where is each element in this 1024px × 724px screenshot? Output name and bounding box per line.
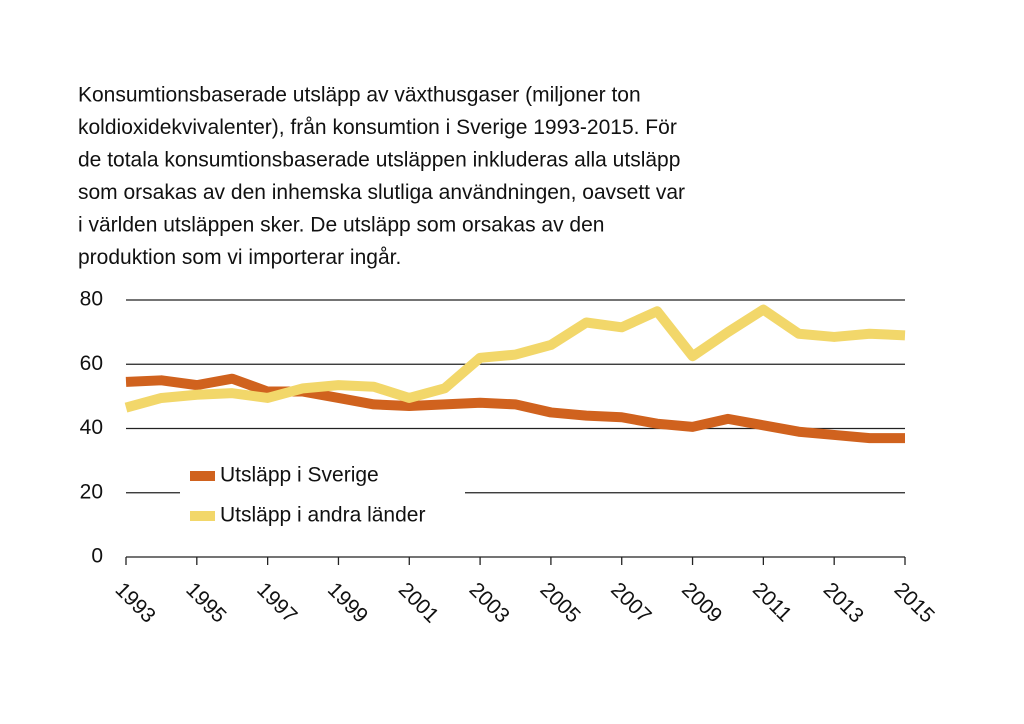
legend-box [180, 455, 465, 535]
series-line [125, 373, 905, 444]
y-tick-label: 60 [80, 352, 103, 375]
chart-title: Konsumtionsbaserade utsläpp av växthusga… [78, 84, 641, 107]
y-tick-label: 80 [80, 288, 103, 311]
legend-label: Utsläpp i Sverige [220, 464, 379, 487]
chart-title: i världen utsläppen sker. De utsläpp som… [78, 214, 604, 237]
legend-label: Utsläpp i andra länder [220, 504, 425, 527]
chart-title: produktion som vi importerar ingår. [78, 246, 401, 269]
chart-title: som orsakas av den inhemska slutliga anv… [78, 181, 685, 204]
chart-title: koldioxidekvivalenter), från konsumtion … [78, 116, 677, 139]
series-line [124, 304, 906, 413]
y-tick-label: 40 [80, 416, 103, 439]
y-tick-label: 0 [91, 545, 103, 568]
chart-title: de totala konsumtionsbaserade utsläppen … [78, 149, 680, 172]
y-tick-label: 20 [80, 480, 103, 503]
